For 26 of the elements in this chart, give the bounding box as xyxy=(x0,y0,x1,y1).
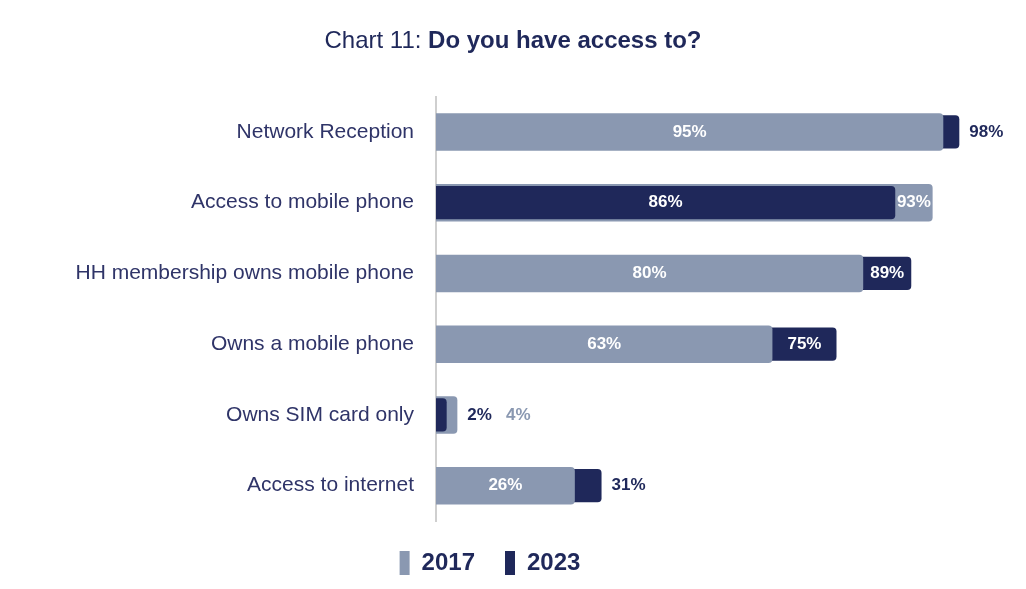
data-label: 95% xyxy=(672,121,707,141)
data-label: 89% xyxy=(870,263,905,283)
y-tick-label: HH membership owns mobile phone xyxy=(75,260,414,284)
bar xyxy=(436,466,575,505)
data-label: 31% xyxy=(611,475,646,495)
data-label: 80% xyxy=(632,263,667,283)
data-label: 93% xyxy=(896,192,931,212)
data-label: 26% xyxy=(488,475,523,495)
bar xyxy=(436,186,896,220)
data-label: 98% xyxy=(969,121,1004,141)
legend-label: 2017 xyxy=(421,547,475,575)
chart-title: Chart 11: Do you have access to? xyxy=(324,26,702,53)
y-tick-label: Owns a mobile phone xyxy=(210,330,414,354)
bar xyxy=(436,254,864,293)
bar xyxy=(436,398,447,432)
legend-label: 2023 xyxy=(527,547,581,575)
data-label: 4% xyxy=(505,404,531,424)
y-tick-label: Access to internet xyxy=(247,472,415,496)
y-tick-label: Network Reception xyxy=(236,118,414,142)
bar xyxy=(436,325,773,363)
data-label: 75% xyxy=(787,333,822,353)
data-label: 86% xyxy=(648,192,683,212)
data-label: 2% xyxy=(467,404,492,424)
y-tick-label: Owns SIM card only xyxy=(226,401,415,425)
y-tick-label: Access to mobile phone xyxy=(191,189,414,213)
data-label: 63% xyxy=(587,333,622,353)
